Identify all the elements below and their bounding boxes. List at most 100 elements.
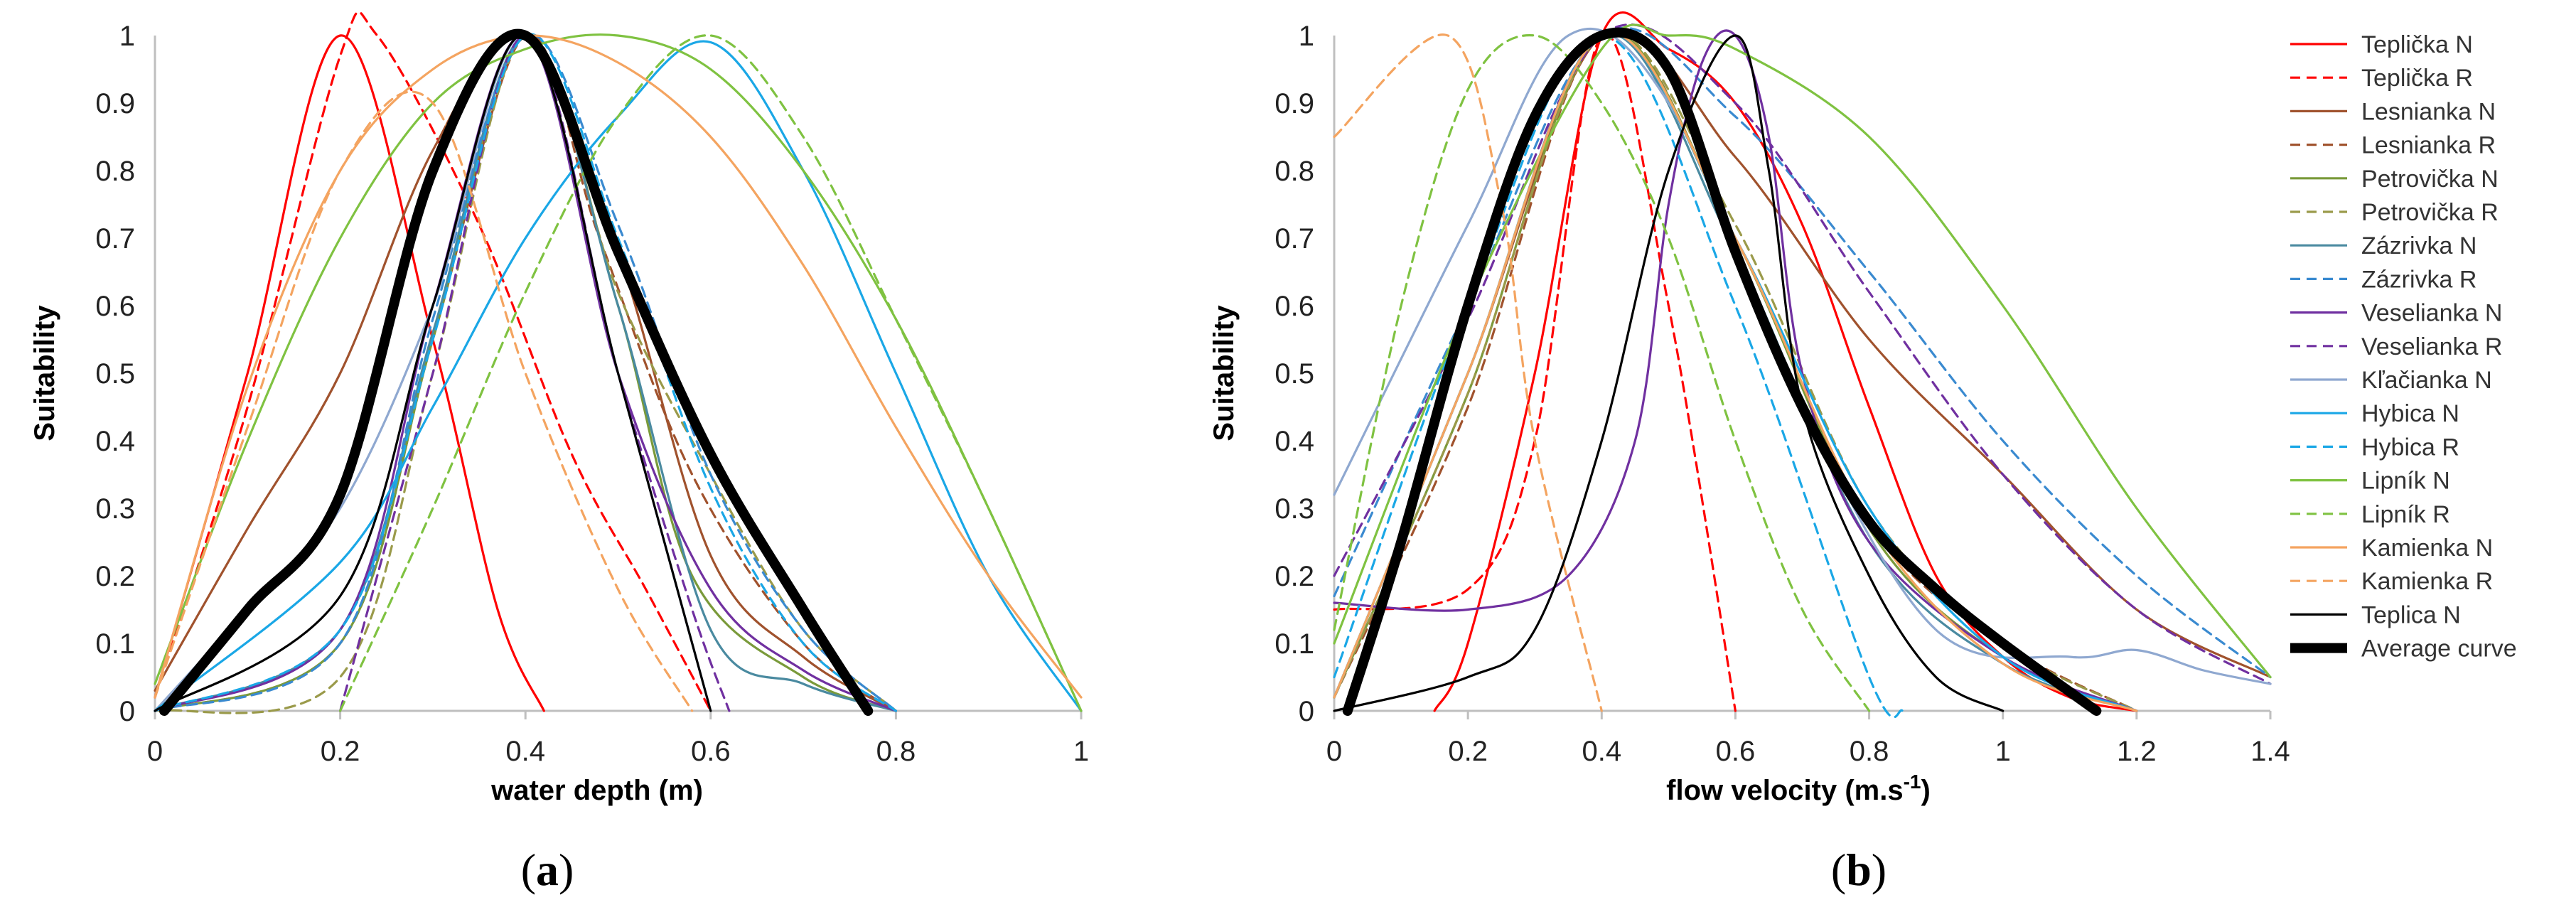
y-tick-label: 0.4 [95, 426, 135, 457]
legend-label: Kľačianka N [2361, 367, 2492, 394]
series-line-kamienka-r [1333, 33, 1603, 712]
series-group [154, 11, 1083, 716]
legend-label-space [2478, 300, 2484, 327]
y-tick-label: 0.8 [95, 156, 135, 187]
legend-label-suffix: R [2459, 266, 2477, 293]
legend-label-name: Kamienka [2361, 568, 2469, 595]
series-line-hybica-r [1333, 34, 1904, 719]
legend-label: Lipník R [2361, 501, 2450, 528]
legend-label-name-letter: č [2411, 65, 2423, 92]
legend-entry-lesnianka-n: Lesnianka N [2290, 98, 2496, 125]
legend-label: Zázrivka R [2361, 266, 2476, 293]
legend-entry-petrovicka-r: Petrovička R [2290, 199, 2499, 226]
y-tick-label: 1 [119, 21, 135, 52]
legend-entry-teplicka-r: Teplička R [2290, 65, 2473, 92]
legend-label-name: Petrovi [2361, 199, 2437, 226]
panel-label-open: ( [521, 845, 536, 895]
legend-label: Kamienka R [2361, 568, 2493, 595]
legend-entry-kamienka-r: Kamienka R [2290, 568, 2493, 595]
series-line-teplicka-r [154, 11, 712, 712]
series-line-zazrivka-r [1333, 26, 2272, 679]
series-line-lesnianka-r [1333, 31, 2138, 712]
legend-label-name: Hybica [2361, 434, 2435, 461]
x-axis-title-superscript: -1 [1904, 771, 1921, 793]
y-tick-label: 0.3 [1274, 493, 1314, 525]
legend-label-name: Average curve [2361, 636, 2517, 663]
legend-label-name-letter: č [2437, 199, 2449, 226]
legend-entry-kamienka-n: Kamienka N [2290, 535, 2493, 562]
legend-label: Lesnianka N [2361, 98, 2496, 125]
y-tick-label: 0.1 [95, 628, 135, 660]
legend-entry-zazrivka-n: Zázrivka N [2290, 232, 2476, 259]
legend-entry-veselianka-r: Veselianka R [2290, 333, 2502, 360]
legend-entry-hybica-r: Hybica R [2290, 434, 2459, 461]
y-tick-label: 0.7 [1274, 223, 1314, 254]
series-line-average-curve [1342, 27, 2102, 716]
legend-label-suffix: N [2478, 98, 2496, 125]
x-axis-title-main: flow velocity (m.s [1666, 775, 1903, 806]
legend-label-name-letter: ľ [2378, 367, 2386, 394]
legend-label: Zázrivka N [2361, 232, 2476, 259]
series-line-petrovicka-n [1333, 31, 2138, 712]
series-line-lipnik-n [154, 33, 1083, 712]
legend-label: Kamienka N [2361, 535, 2493, 562]
legend-label-name-letter: č [2411, 31, 2423, 58]
y-tick-label: 0 [1299, 696, 1314, 727]
legend-label-space [2472, 132, 2478, 159]
legend-label-suffix: N [2481, 166, 2499, 193]
y-tick-label: 0.4 [1274, 426, 1314, 457]
legend-entry-veselianka-n: Veselianka N [2290, 300, 2502, 327]
y-tick-label: 0.8 [1274, 156, 1314, 187]
legend-label-space [2426, 501, 2432, 528]
series-line-kamienka-r [154, 90, 694, 712]
legend-label-space [2474, 199, 2481, 226]
series-line-hybica-n [1333, 32, 2138, 712]
legend-label: Petrovička N [2361, 166, 2499, 193]
legend-label-suffix: N [2443, 601, 2461, 628]
legend-entry-teplica-n: Teplica N [2290, 601, 2461, 628]
y-tick-label: 0.5 [95, 358, 135, 390]
legend-label: Hybica R [2361, 434, 2459, 461]
legend-label-space [2449, 31, 2455, 58]
legend-label-suffix: N [2474, 367, 2492, 394]
legend-label-name-rest: ka [2423, 65, 2449, 92]
panel-label: (b) [1831, 845, 1887, 895]
legend-entry-lipnik-n: Lipník N [2290, 468, 2450, 495]
y-tick-label: 0.2 [95, 561, 135, 592]
series-line-teplica-n [1333, 34, 2005, 712]
legend-label-suffix: R [2481, 199, 2499, 226]
panel-label-close: ) [559, 845, 574, 895]
legend-label: Veselianka R [2361, 333, 2502, 360]
legend-label-name: Tepli [2361, 65, 2411, 92]
series-line-petrovicka-r [1333, 31, 2138, 712]
legend-label-name: Veselianka [2361, 300, 2479, 327]
x-tick-label: 0.6 [1716, 736, 1756, 767]
legend-label-space [2452, 232, 2459, 259]
series-group [1333, 11, 2272, 719]
legend-entry-lipnik-r: Lipník R [2290, 501, 2450, 528]
legend-label: Average curve [2361, 636, 2517, 663]
legend-label: Teplica N [2361, 601, 2461, 628]
series-line-kamienka-n [154, 34, 1083, 699]
x-tick-label: 0.8 [876, 736, 916, 767]
legend-label-suffix: N [2485, 300, 2503, 327]
legend-label-suffix: R [2455, 65, 2473, 92]
legend-label-space [2426, 468, 2432, 495]
legend-label-suffix: N [2455, 31, 2473, 58]
panel-a-water-depth: 0 0.1 0.2 0.3 0.4 0.5 0.6 0.7 0.8 0.9 1 0 0.2 0.4 0.6 0… [29, 11, 1089, 895]
legend-label-name: K [2361, 367, 2378, 394]
x-tick-label: 1.2 [2117, 736, 2157, 767]
legend-label-suffix: R [2476, 568, 2494, 595]
legend-label-space [2469, 568, 2475, 595]
legend-label-space [2437, 601, 2443, 628]
x-tick-label: 0.6 [691, 736, 731, 767]
legend-label-name: Tepli [2361, 31, 2411, 58]
series-line-veselianka-n [1333, 29, 2138, 712]
y-tick-label: 0.3 [95, 493, 135, 525]
legend-label-name-rest: ka [2423, 31, 2449, 58]
x-tick-label: 1 [1995, 736, 2011, 767]
legend-entry-lesnianka-r: Lesnianka R [2290, 132, 2496, 159]
legend-label-name: Lipník [2361, 468, 2427, 495]
